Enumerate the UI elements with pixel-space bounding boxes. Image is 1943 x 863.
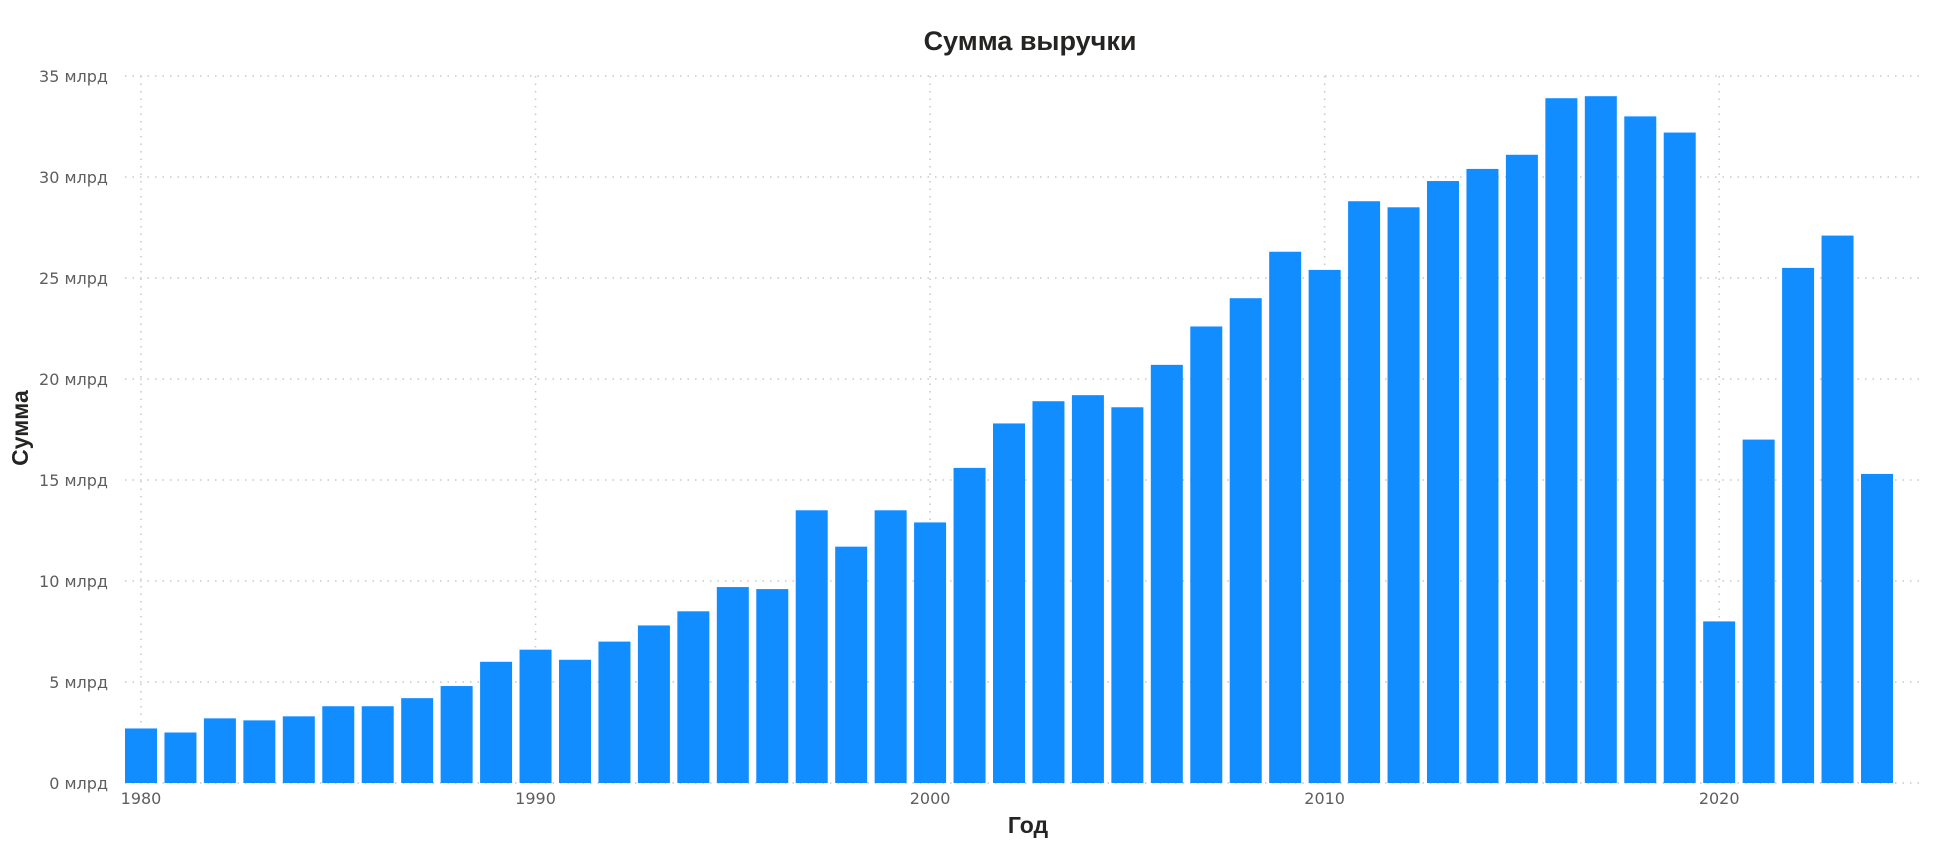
bar-1984 — [282, 716, 315, 783]
bar-1986 — [361, 706, 394, 783]
bar-2002 — [993, 423, 1025, 783]
bar-1994 — [677, 611, 710, 783]
x-tick-label: 2020 — [1699, 789, 1740, 808]
bar-2018 — [1624, 116, 1657, 783]
bar-1981 — [164, 732, 197, 783]
bar-1995 — [716, 587, 749, 783]
bar-1980 — [125, 728, 157, 783]
bar-2015 — [1505, 154, 1538, 783]
bar-2008 — [1229, 298, 1262, 783]
bar-1985 — [322, 706, 355, 783]
y-tick-label: 10 млрд — [39, 572, 108, 591]
y-tick-label: 0 млрд — [49, 774, 108, 793]
bar-2022 — [1782, 267, 1815, 783]
bar-2013 — [1427, 181, 1459, 784]
bar-1989 — [480, 661, 513, 783]
bar-2005 — [1111, 407, 1144, 783]
y-tick-label: 15 млрд — [39, 471, 108, 490]
x-tick-label: 2000 — [910, 789, 951, 808]
bar-2007 — [1190, 326, 1223, 783]
bar-2019 — [1663, 132, 1696, 783]
gridlines — [125, 75, 1925, 784]
y-tick-label: 25 млрд — [39, 269, 108, 288]
bar-1987 — [401, 698, 434, 783]
y-tick-label: 30 млрд — [39, 168, 108, 187]
bar-1990 — [519, 649, 552, 783]
bar-2004 — [1071, 395, 1104, 783]
y-axis-ticks: 0 млрд 5 млрд 10 млрд 15 млрд 20 млрд 25 млрд… — [39, 67, 108, 793]
chart-title: Сумма выручки — [924, 26, 1137, 56]
bar-2023 — [1821, 235, 1854, 783]
bar-2012 — [1387, 207, 1420, 784]
bar-2016 — [1545, 98, 1578, 784]
bar-1991 — [559, 659, 591, 783]
bar-2010 — [1308, 269, 1341, 783]
bar-2003 — [1032, 401, 1065, 783]
bar-1988 — [440, 686, 473, 783]
bar-2001 — [953, 467, 986, 783]
bar-1983 — [243, 720, 276, 783]
bars — [125, 96, 1893, 784]
y-tick-label: 20 млрд — [39, 370, 108, 389]
bar-1992 — [598, 641, 631, 783]
bar-2017 — [1584, 96, 1617, 783]
bar-1998 — [835, 546, 868, 783]
bar-1996 — [756, 589, 789, 783]
bar-1997 — [795, 510, 828, 783]
x-tick-label: 1990 — [515, 789, 556, 808]
y-tick-label: 35 млрд — [39, 67, 108, 86]
y-axis-title: Сумма — [7, 390, 33, 466]
bar-2014 — [1466, 168, 1499, 784]
x-axis-title: Год — [1008, 812, 1049, 838]
bar-2021 — [1742, 439, 1775, 783]
bar-1993 — [637, 625, 670, 783]
x-tick-label: 1980 — [121, 789, 162, 808]
bar-1982 — [203, 718, 236, 783]
x-tick-label: 2010 — [1304, 789, 1345, 808]
bar-1999 — [874, 510, 907, 783]
bar-2020 — [1703, 621, 1736, 783]
bar-2011 — [1348, 201, 1381, 784]
bar-2009 — [1269, 251, 1302, 784]
bar-2006 — [1150, 364, 1183, 783]
y-tick-label: 5 млрд — [49, 673, 108, 692]
bar-2000 — [914, 522, 947, 783]
x-axis-ticks: 1980 1990 2000 2010 2020 — [121, 789, 1740, 808]
bar-2024 — [1861, 473, 1893, 783]
